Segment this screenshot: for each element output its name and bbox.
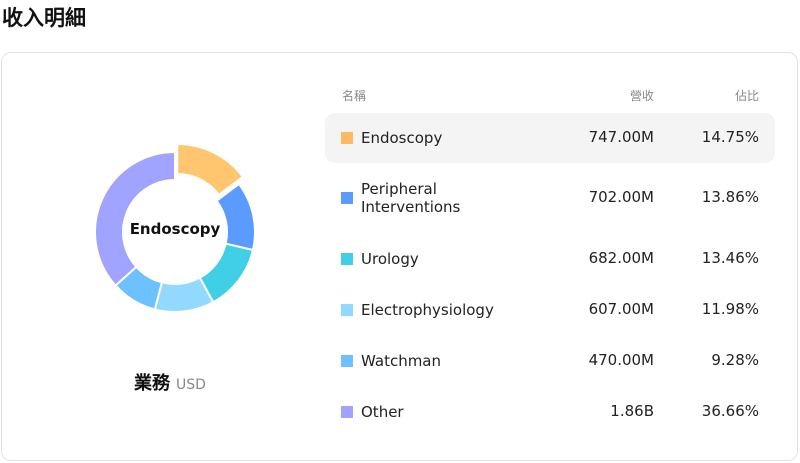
- legend-swatch: [341, 406, 353, 418]
- legend-swatch: [341, 355, 353, 367]
- legend-swatch: [341, 253, 353, 265]
- row-name: Watchman: [361, 352, 442, 370]
- header-revenue: 營收: [629, 89, 654, 103]
- row-revenue: 682.00M: [588, 249, 654, 267]
- row-share: 36.66%: [701, 402, 759, 420]
- row-share: 11.98%: [701, 300, 759, 318]
- row-share: 13.86%: [701, 188, 759, 206]
- row-share: 14.75%: [701, 128, 759, 146]
- row-revenue: 702.00M: [588, 188, 654, 206]
- table-row[interactable]: Peripheral Interventions 702.00M 13.86%: [325, 173, 775, 223]
- row-name: Other: [361, 403, 404, 421]
- segment-label: 業務 USD: [134, 369, 206, 395]
- header-name: 名稱: [342, 89, 367, 103]
- table-row[interactable]: Other 1.86B 36.66%: [325, 387, 775, 437]
- row-name: Endoscopy: [361, 129, 443, 147]
- donut-center-label: Endoscopy: [129, 220, 221, 238]
- legend-swatch: [341, 304, 353, 316]
- donut-slice-other[interactable]: [94, 150, 176, 287]
- row-share: 9.28%: [711, 351, 759, 369]
- row-name: Peripheral Interventions: [361, 180, 461, 216]
- row-revenue: 1.86B: [610, 402, 654, 420]
- donut-chart: [94, 142, 256, 313]
- table-row[interactable]: Watchman 470.00M 9.28%: [325, 336, 775, 386]
- row-revenue: 747.00M: [588, 128, 654, 146]
- row-share: 13.46%: [701, 249, 759, 267]
- header-share: 佔比: [734, 89, 759, 103]
- legend-swatch: [341, 192, 353, 204]
- currency-label: USD: [176, 377, 206, 393]
- page-title: 收入明細: [2, 6, 86, 30]
- revenue-card: [1, 52, 798, 461]
- row-revenue: 607.00M: [588, 300, 654, 318]
- donut-slice-endoscopy[interactable]: [176, 142, 245, 197]
- row-name: Electrophysiology: [361, 301, 494, 319]
- row-revenue: 470.00M: [588, 351, 654, 369]
- table-row[interactable]: Endoscopy 747.00M 14.75%: [325, 113, 775, 163]
- legend-swatch: [341, 132, 353, 144]
- row-name: Urology: [361, 250, 419, 268]
- table-row[interactable]: Urology 682.00M 13.46%: [325, 234, 775, 284]
- segment-title: 業務: [134, 373, 170, 394]
- donut-slice-peripheral-interventions[interactable]: [215, 182, 256, 252]
- table-row[interactable]: Electrophysiology 607.00M 11.98%: [325, 285, 775, 335]
